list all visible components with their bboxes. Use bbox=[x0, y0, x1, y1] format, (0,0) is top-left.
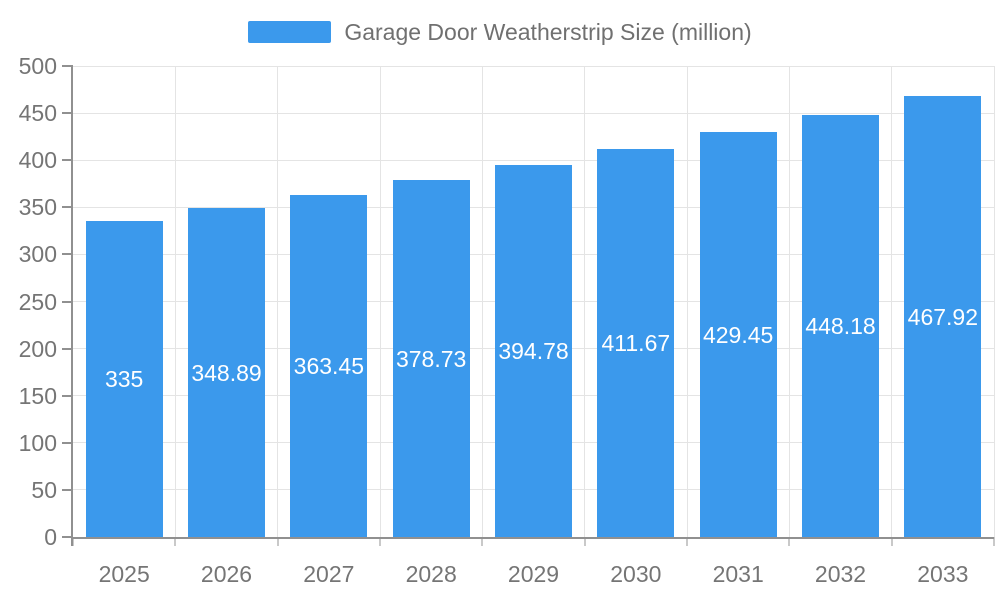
bar[interactable] bbox=[290, 194, 368, 537]
y-axis-label: 500 bbox=[18, 53, 57, 79]
y-axis-label: 200 bbox=[18, 335, 57, 362]
x-axis-label: 2029 bbox=[507, 561, 560, 587]
bar-value-label: 467.92 bbox=[907, 303, 979, 330]
bar-value-label: 411.67 bbox=[601, 330, 671, 357]
bar-value-label: 394.78 bbox=[498, 338, 569, 365]
x-axis-tick bbox=[174, 537, 177, 546]
x-axis-label: 2027 bbox=[303, 561, 355, 587]
legend[interactable]: Garage Door Weatherstrip Size (million) bbox=[0, 20, 1000, 44]
gridline-horizontal bbox=[73, 112, 994, 114]
x-axis-tick bbox=[890, 537, 893, 546]
gridline-vertical bbox=[788, 66, 790, 537]
bar[interactable] bbox=[699, 132, 777, 537]
bar-value-label: 378.73 bbox=[395, 345, 467, 372]
x-axis-tick bbox=[583, 537, 586, 546]
gridline-vertical bbox=[277, 66, 279, 537]
gridline-horizontal bbox=[73, 65, 994, 67]
x-axis-line bbox=[71, 537, 994, 539]
y-axis-tick bbox=[62, 300, 73, 303]
x-axis-tick bbox=[379, 537, 381, 546]
gridline-vertical bbox=[379, 66, 381, 537]
y-axis-tick bbox=[62, 536, 73, 538]
legend-label: Garage Door Weatherstrip Size (million) bbox=[344, 19, 752, 45]
x-axis-label: 2026 bbox=[200, 561, 253, 587]
y-axis-tick bbox=[62, 206, 73, 209]
y-axis-label: 100 bbox=[18, 429, 57, 456]
x-axis-tick bbox=[788, 537, 791, 546]
y-axis-label: 400 bbox=[18, 147, 57, 174]
x-axis-label: 2025 bbox=[98, 561, 150, 587]
x-axis-tick bbox=[72, 537, 74, 546]
y-axis-label: 0 bbox=[44, 524, 57, 550]
x-axis-label: 2028 bbox=[405, 561, 457, 587]
gridline-vertical bbox=[584, 66, 586, 537]
x-axis-tick bbox=[276, 537, 279, 546]
bar[interactable] bbox=[392, 180, 470, 537]
bar[interactable] bbox=[85, 221, 163, 537]
y-axis-tick bbox=[62, 394, 73, 397]
legend-swatch bbox=[248, 21, 332, 43]
gridline-vertical bbox=[686, 66, 688, 537]
bar-value-label: 348.89 bbox=[191, 359, 262, 386]
bar-value-label: 335 bbox=[104, 366, 144, 393]
y-axis-tick bbox=[62, 441, 73, 444]
y-axis-tick bbox=[62, 65, 73, 67]
bar[interactable] bbox=[597, 149, 675, 537]
gridline-vertical bbox=[891, 66, 893, 537]
x-axis-label: 2032 bbox=[814, 561, 867, 587]
y-axis-label: 250 bbox=[18, 288, 57, 315]
y-axis-line bbox=[71, 66, 73, 546]
bar[interactable] bbox=[495, 165, 572, 537]
x-axis-tick bbox=[481, 537, 484, 546]
y-axis-label: 150 bbox=[18, 382, 57, 409]
x-axis-label: 2030 bbox=[610, 561, 662, 587]
y-axis-tick bbox=[62, 253, 73, 256]
y-axis-label: 450 bbox=[18, 100, 57, 127]
gridline-vertical bbox=[481, 66, 483, 537]
y-axis-label: 350 bbox=[18, 194, 57, 221]
bar[interactable] bbox=[802, 114, 879, 537]
gridline-vertical bbox=[993, 66, 995, 537]
bar-value-label: 429.45 bbox=[702, 321, 774, 348]
x-axis-label: 2031 bbox=[712, 561, 764, 587]
bar-value-label: 448.18 bbox=[805, 312, 876, 339]
x-axis-tick bbox=[993, 537, 995, 546]
y-axis-tick bbox=[62, 159, 73, 162]
gridline-vertical bbox=[174, 66, 176, 537]
x-axis-tick bbox=[686, 537, 688, 546]
y-axis-label: 300 bbox=[18, 241, 57, 268]
y-axis-label: 50 bbox=[31, 476, 57, 503]
gridline-horizontal bbox=[73, 159, 994, 161]
bar[interactable] bbox=[188, 208, 265, 537]
y-axis-tick bbox=[62, 488, 73, 491]
y-axis-tick bbox=[62, 112, 73, 115]
x-axis-label: 2033 bbox=[917, 561, 969, 587]
bar[interactable] bbox=[904, 96, 982, 537]
y-axis-tick bbox=[62, 347, 73, 350]
bar-value-label: 363.45 bbox=[293, 352, 365, 379]
